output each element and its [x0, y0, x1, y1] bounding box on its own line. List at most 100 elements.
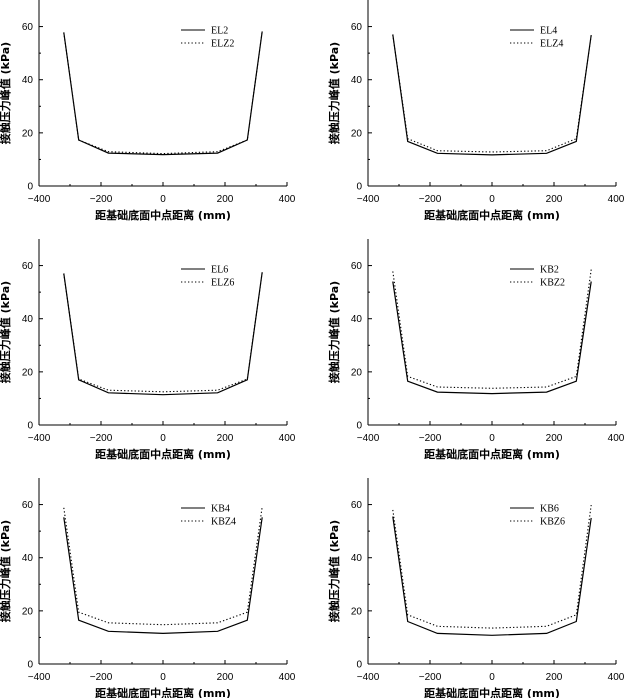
y-tick-label: 40 — [22, 553, 34, 564]
series-line-KBZ2 — [392, 269, 592, 389]
data-point-ELZ4 — [591, 34, 592, 35]
legend-label-ELZ6: ELZ6 — [211, 278, 234, 289]
series-line-KBZ4 — [63, 506, 263, 626]
data-point-ELZ6 — [78, 378, 79, 379]
x-axis-label: 距基础底面中点距离 (mm) — [95, 447, 231, 461]
legend-label-ELZ2: ELZ2 — [211, 39, 234, 50]
x-tick-label: −400 — [357, 194, 380, 205]
data-point-EL4 — [491, 154, 492, 155]
data-point-KBZ2 — [407, 376, 408, 377]
data-point-ELZ6 — [162, 391, 163, 392]
series-line-ELZ4 — [392, 34, 592, 153]
data-point-ELZ2 — [63, 32, 64, 33]
data-point-KBZ2 — [576, 376, 577, 377]
y-tick-label: 0 — [356, 182, 362, 193]
data-point-ELZ6 — [262, 272, 263, 273]
data-point-KBZ4 — [63, 507, 64, 508]
y-axis-label: 接触压力峰值 (kPa) — [327, 42, 341, 144]
data-point-KBZ2 — [437, 386, 438, 387]
data-point-ELZ4 — [437, 150, 438, 151]
y-tick-label: 60 — [351, 261, 363, 272]
data-point-ELZ4 — [491, 151, 492, 152]
y-axis-label: 接触压力峰值 (kPa) — [327, 520, 341, 622]
data-point-EL4 — [576, 141, 577, 142]
series-line-KB6 — [392, 516, 592, 636]
data-point-KBZ4 — [162, 624, 163, 625]
x-tick-label: 200 — [217, 194, 234, 205]
x-tick-label: 400 — [608, 194, 625, 205]
series-line-ELZ2 — [63, 31, 263, 155]
data-point-KBZ4 — [108, 622, 109, 623]
data-point-KBZ6 — [491, 628, 492, 629]
x-tick-label: 0 — [489, 194, 495, 205]
data-point-EL6 — [108, 392, 109, 393]
data-point-KB2 — [591, 281, 592, 282]
x-tick-label: 0 — [160, 194, 166, 205]
data-point-KB2 — [546, 391, 547, 392]
data-point-ELZ4 — [546, 150, 547, 151]
data-point-EL4 — [546, 153, 547, 154]
x-tick-label: −200 — [90, 194, 113, 205]
data-point-ELZ4 — [576, 138, 577, 139]
y-tick-label: 20 — [351, 128, 363, 139]
series-line-EL6 — [63, 272, 263, 396]
data-point-EL2 — [162, 154, 163, 155]
data-point-ELZ6 — [247, 378, 248, 379]
y-axis-label: 接触压力峰值 (kPa) — [0, 520, 12, 622]
legend-label-KBZ2: KBZ2 — [540, 278, 565, 289]
data-point-KBZ4 — [247, 612, 248, 613]
y-tick-label: 20 — [351, 367, 363, 378]
x-tick-label: −400 — [28, 433, 51, 444]
chart-panel-3: −400 −200 0 200 400 0 20 40 60 距基础底面中点距离 (mm) 接触压力… — [0, 239, 296, 461]
x-tick-label: −200 — [419, 433, 442, 444]
x-tick-label: −400 — [357, 672, 380, 683]
data-point-EL6 — [217, 392, 218, 393]
data-point-ELZ2 — [217, 151, 218, 152]
data-point-KB4 — [78, 620, 79, 621]
data-point-KB6 — [576, 621, 577, 622]
y-axis-label: 接触压力峰值 (kPa) — [0, 281, 12, 383]
data-point-KBZ6 — [546, 626, 547, 627]
x-tick-label: 400 — [608, 672, 625, 683]
y-tick-label: 40 — [22, 75, 34, 86]
series-line-EL2 — [63, 31, 263, 156]
data-point-ELZ2 — [108, 151, 109, 152]
data-point-KB4 — [262, 517, 263, 518]
x-tick-label: 200 — [546, 433, 563, 444]
series-line-KBZ6 — [392, 505, 592, 629]
data-point-ELZ6 — [217, 390, 218, 391]
x-tick-label: 400 — [279, 194, 296, 205]
x-axis-label: 距基础底面中点距离 (mm) — [424, 447, 560, 461]
data-point-EL2 — [108, 152, 109, 153]
x-axis-label: 距基础底面中点距离 (mm) — [95, 686, 231, 698]
chart-panel-2: −400 −200 0 200 400 0 20 40 60 距基础底面中点距离 (mm) 接触压力… — [327, 0, 625, 222]
x-tick-label: −200 — [90, 433, 113, 444]
legend-label-KB4: KB4 — [211, 504, 230, 515]
y-tick-label: 40 — [351, 314, 363, 325]
x-tick-label: −400 — [357, 433, 380, 444]
data-point-ELZ2 — [78, 139, 79, 140]
y-tick-label: 20 — [22, 367, 34, 378]
x-tick-label: 200 — [217, 433, 234, 444]
data-point-KB2 — [576, 381, 577, 382]
y-tick-label: 60 — [351, 22, 363, 33]
y-tick-label: 0 — [356, 660, 362, 671]
x-tick-label: 400 — [608, 433, 625, 444]
y-tick-label: 40 — [351, 553, 363, 564]
x-tick-label: 0 — [489, 433, 495, 444]
legend-label-EL2: EL2 — [211, 26, 228, 37]
y-tick-label: 20 — [22, 606, 34, 617]
legend-label-KBZ6: KBZ6 — [540, 517, 565, 528]
data-point-KB4 — [247, 620, 248, 621]
data-point-KBZ4 — [78, 612, 79, 613]
data-point-KBZ6 — [437, 626, 438, 627]
data-point-KB6 — [591, 517, 592, 518]
data-point-KB6 — [437, 633, 438, 634]
y-tick-label: 20 — [351, 606, 363, 617]
y-tick-label: 0 — [27, 182, 33, 193]
x-tick-label: 200 — [546, 672, 563, 683]
data-point-KB6 — [491, 635, 492, 636]
x-tick-label: 0 — [489, 672, 495, 683]
data-point-KB6 — [407, 621, 408, 622]
